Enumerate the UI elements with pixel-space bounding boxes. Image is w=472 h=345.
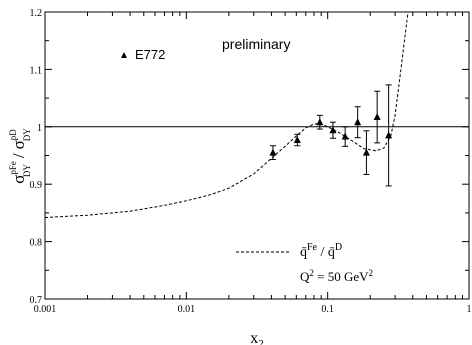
y-axis-label: σpFe DY/σpD DY [8, 128, 32, 184]
y-tick-label: 1.1 [30, 65, 43, 76]
y-tick-label: 1 [37, 123, 42, 134]
y-tick-label: 1.2 [30, 8, 43, 19]
x-tick-label: 0.1 [321, 304, 334, 315]
legend-triangle-icon [121, 52, 127, 58]
data-point-6 [362, 148, 370, 156]
legend-curve-label: q̄Fe / q̄D [300, 242, 342, 260]
data-point-4 [341, 132, 349, 140]
x-axis-label: x2 [250, 330, 264, 345]
y-tick-label: 0.9 [30, 180, 43, 191]
legend-q2-condition: Q2 = 50 GeV2 [300, 268, 373, 284]
y-tick-label: 0.8 [30, 238, 43, 249]
x-tick-label: 0.001 [34, 304, 57, 315]
data-point-2 [316, 118, 324, 126]
x-tick-label: 0.01 [178, 304, 196, 315]
x-tick-label: 1 [467, 304, 472, 315]
y-tick-label: 0.7 [30, 295, 43, 306]
data-point-8 [385, 131, 393, 139]
annotation-preliminary: preliminary [222, 36, 290, 52]
axis-ticks: 0.001 0.01 0.1 1 0.7 0.8 0.9 1 1.1 1.2 [30, 8, 472, 315]
data-points [269, 84, 393, 187]
data-point-5 [354, 118, 362, 126]
plot-area [44, 11, 470, 300]
data-point-1 [293, 136, 301, 144]
legend-series-label: E772 [135, 47, 165, 62]
data-point-7 [373, 113, 381, 121]
data-point-3 [329, 126, 337, 134]
data-point-0 [269, 148, 277, 156]
